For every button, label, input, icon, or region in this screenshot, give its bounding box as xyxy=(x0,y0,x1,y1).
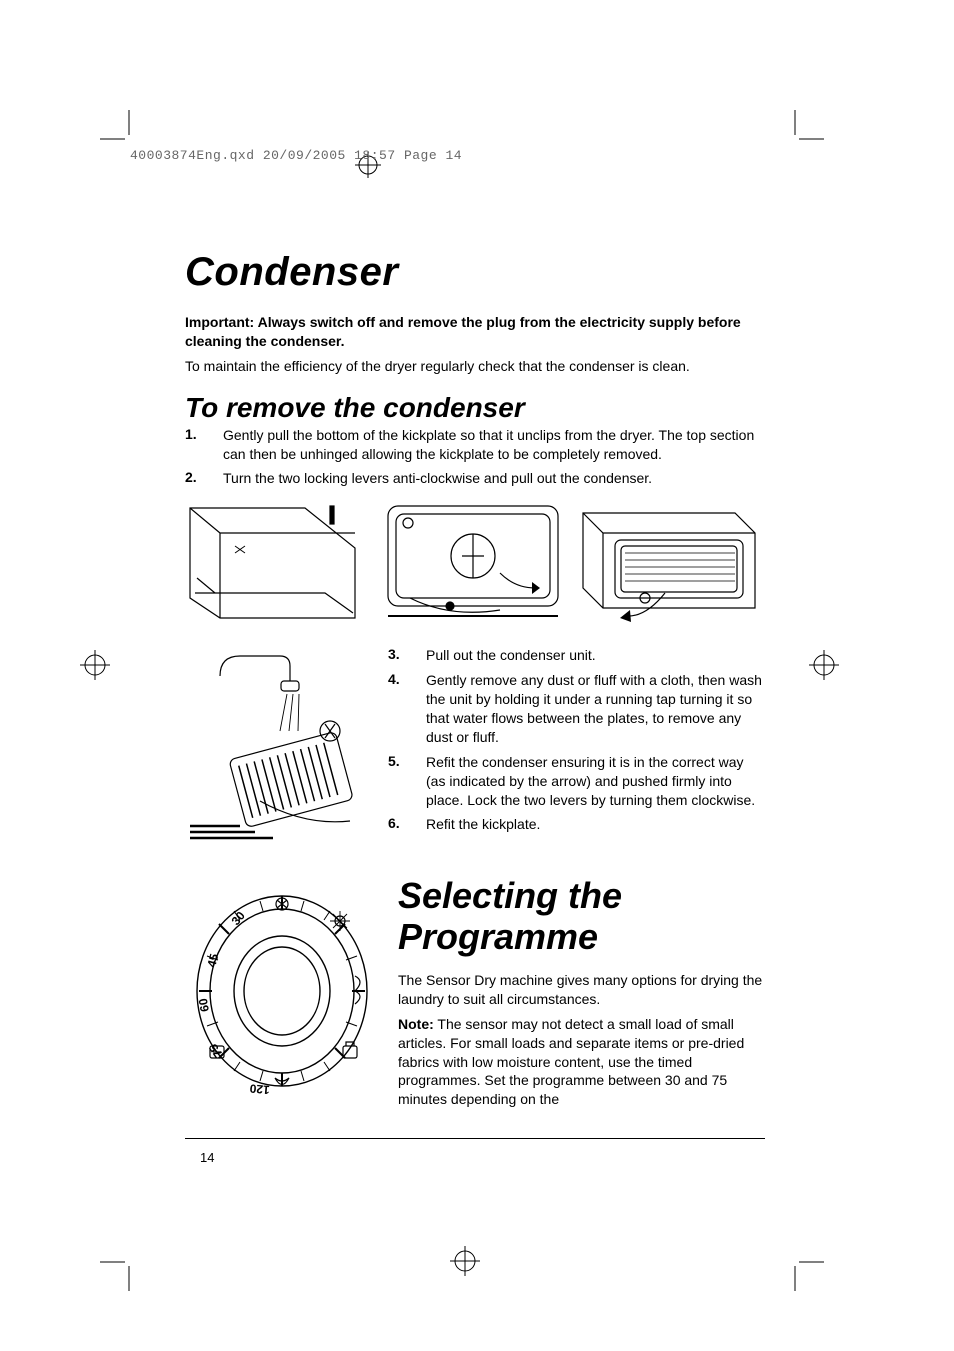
condenser-pullout-diagram xyxy=(575,498,760,628)
step-text: Turn the two locking levers anti-clockwi… xyxy=(223,469,652,488)
kickplate-removal-diagram xyxy=(185,498,370,628)
wash-condenser-figure xyxy=(185,646,370,846)
dial-label: 45 xyxy=(204,952,221,969)
heading-line: Selecting the xyxy=(398,875,622,916)
step-row: 4. Gently remove any dust or fluff with … xyxy=(388,671,765,747)
subheading-remove-condenser: To remove the condenser xyxy=(185,392,765,424)
step-text: Refit the kickplate. xyxy=(426,815,540,834)
bottom-rule xyxy=(185,1138,765,1139)
registration-mark-icon xyxy=(450,1246,480,1276)
crop-mark-tl xyxy=(100,110,130,140)
step-text: Refit the condenser ensuring it is in th… xyxy=(426,753,765,810)
crop-mark-br xyxy=(794,1261,824,1291)
programme-section: 30 45 60 75 120 Selecting the Programme … xyxy=(185,876,765,1115)
intro-text: To maintain the efficiency of the dryer … xyxy=(185,357,765,376)
dial-label: 30 xyxy=(229,909,249,928)
section-heading-programme: Selecting the Programme xyxy=(398,876,765,957)
crop-mark-bl xyxy=(100,1261,130,1291)
step-number: 1. xyxy=(185,426,223,464)
registration-mark-icon xyxy=(809,650,839,680)
two-column-layout: 3. Pull out the condenser unit. 4. Gentl… xyxy=(185,646,765,846)
step-row: 6. Refit the kickplate. xyxy=(388,815,765,834)
step-number: 6. xyxy=(388,815,426,834)
step-row: 3. Pull out the condenser unit. xyxy=(388,646,765,665)
registration-mark-icon xyxy=(80,650,110,680)
note-text: The sensor may not detect a small load o… xyxy=(398,1016,744,1108)
section-heading-condenser: Condenser xyxy=(185,250,765,295)
page-number: 14 xyxy=(200,1150,214,1165)
dial-label: 60 xyxy=(196,997,212,1013)
page-content: Condenser Important: Always switch off a… xyxy=(185,250,765,1115)
programme-note: Note: The sensor may not detect a small … xyxy=(398,1015,765,1109)
steps-column: 3. Pull out the condenser unit. 4. Gentl… xyxy=(388,646,765,846)
programme-text-column: Selecting the Programme The Sensor Dry m… xyxy=(398,876,765,1115)
step-text: Gently remove any dust or fluff with a c… xyxy=(426,671,765,747)
dial-label: 120 xyxy=(249,1082,270,1098)
crop-mark-tr xyxy=(794,110,824,140)
step-text: Gently pull the bottom of the kickplate … xyxy=(223,426,765,464)
step-number: 5. xyxy=(388,753,426,810)
programme-paragraph: The Sensor Dry machine gives many option… xyxy=(398,971,765,1009)
figure-row xyxy=(185,498,765,628)
step-number: 2. xyxy=(185,469,223,488)
note-prefix: Note: xyxy=(398,1016,434,1032)
file-metadata-header: 40003874Eng.qxd 20/09/2005 18:57 Page 14 xyxy=(130,148,462,163)
step-number: 4. xyxy=(388,671,426,747)
locking-levers-diagram xyxy=(380,498,565,628)
important-notice: Important: Always switch off and remove … xyxy=(185,313,765,351)
step-number: 3. xyxy=(388,646,426,665)
step-text: Pull out the condenser unit. xyxy=(426,646,596,665)
step-row: 5. Refit the condenser ensuring it is in… xyxy=(388,753,765,810)
step-row: 2. Turn the two locking levers anti-cloc… xyxy=(185,469,765,488)
step-row: 1. Gently pull the bottom of the kickpla… xyxy=(185,426,765,464)
heading-line: Programme xyxy=(398,916,598,957)
programme-dial-figure: 30 45 60 75 120 xyxy=(185,876,380,1115)
